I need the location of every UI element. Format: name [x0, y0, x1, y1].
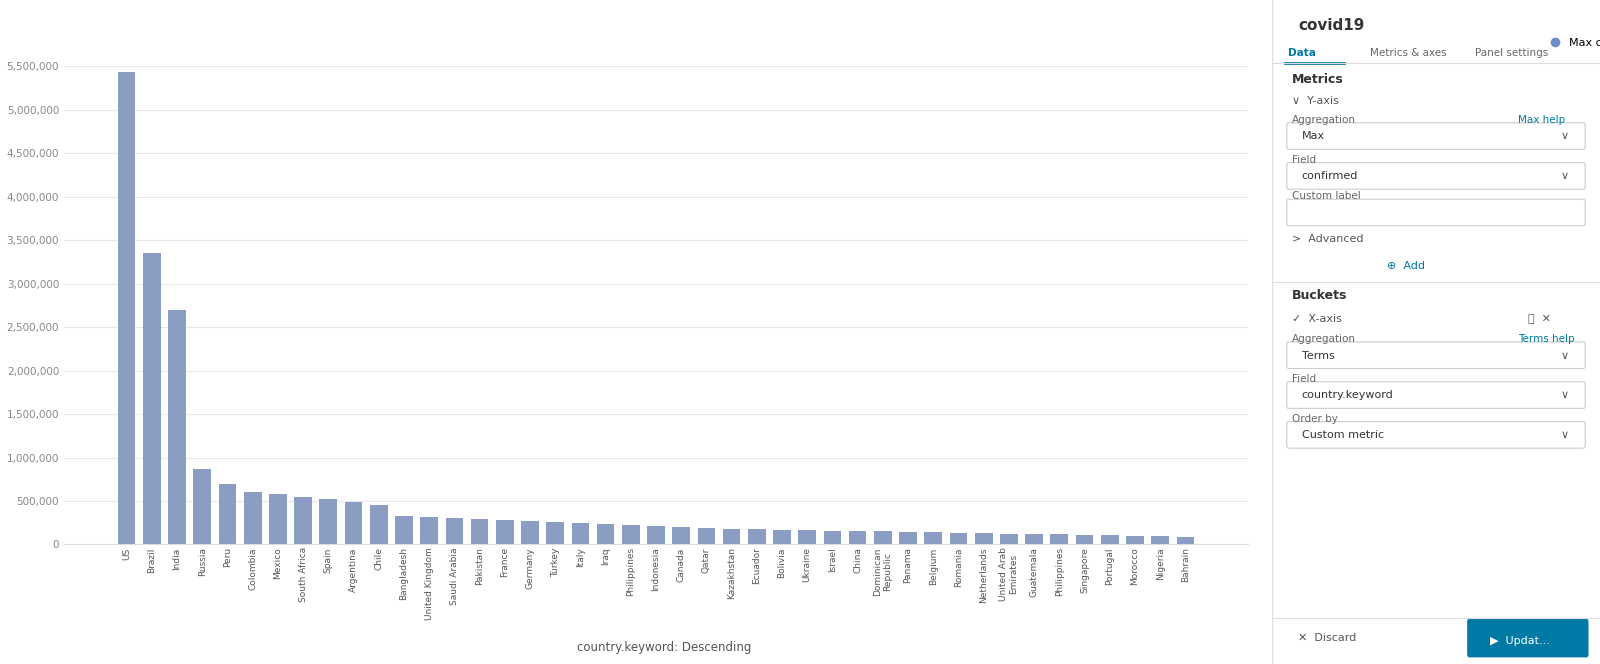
- Text: ▶  Updat...: ▶ Updat...: [1490, 636, 1550, 646]
- Text: Panel settings: Panel settings: [1475, 48, 1549, 58]
- Bar: [219, 483, 237, 544]
- Bar: [320, 499, 338, 544]
- Text: Data: Data: [1288, 48, 1317, 58]
- Bar: [194, 469, 211, 544]
- Text: Custom label: Custom label: [1291, 191, 1360, 201]
- Bar: [1000, 534, 1018, 544]
- Text: country.keyword: country.keyword: [1301, 390, 1394, 400]
- Text: Field: Field: [1291, 155, 1315, 165]
- Bar: [294, 497, 312, 544]
- Bar: [1051, 535, 1069, 544]
- Bar: [445, 517, 462, 544]
- Text: country.keyword: Descending: country.keyword: Descending: [578, 641, 750, 654]
- Bar: [243, 492, 261, 544]
- Bar: [798, 530, 816, 544]
- Text: Metrics & axes: Metrics & axes: [1370, 48, 1446, 58]
- Bar: [723, 529, 741, 544]
- Bar: [370, 505, 387, 544]
- Text: ⊕  Add: ⊕ Add: [1387, 261, 1424, 271]
- Text: ∨: ∨: [1560, 430, 1568, 440]
- Bar: [874, 531, 891, 544]
- FancyBboxPatch shape: [1286, 382, 1586, 408]
- Text: ∨: ∨: [1560, 351, 1568, 361]
- Text: Order by: Order by: [1291, 414, 1338, 424]
- Text: Custom metric: Custom metric: [1301, 430, 1384, 440]
- Bar: [496, 520, 514, 544]
- Bar: [546, 523, 563, 544]
- Text: Max: Max: [1301, 131, 1325, 141]
- Text: Metrics: Metrics: [1291, 73, 1344, 86]
- Bar: [1176, 537, 1194, 544]
- Bar: [1101, 535, 1118, 544]
- Bar: [1026, 534, 1043, 544]
- Text: 👁  ✕: 👁 ✕: [1528, 314, 1550, 324]
- Bar: [698, 528, 715, 544]
- Bar: [622, 525, 640, 544]
- Bar: [899, 532, 917, 544]
- Text: >  Advanced: > Advanced: [1291, 234, 1363, 244]
- Text: confirmed: confirmed: [1301, 171, 1358, 181]
- Bar: [395, 516, 413, 544]
- Text: Field: Field: [1291, 374, 1315, 384]
- Bar: [1152, 537, 1170, 544]
- Bar: [1075, 535, 1093, 544]
- Text: ∨: ∨: [1560, 390, 1568, 400]
- Text: ∨: ∨: [1560, 171, 1568, 181]
- Bar: [571, 523, 589, 544]
- Bar: [773, 530, 790, 544]
- FancyBboxPatch shape: [1286, 163, 1586, 189]
- Bar: [1126, 536, 1144, 544]
- Bar: [168, 310, 186, 544]
- Text: ✕  Discard: ✕ Discard: [1298, 633, 1357, 643]
- Bar: [850, 531, 867, 544]
- FancyBboxPatch shape: [1286, 199, 1586, 226]
- FancyBboxPatch shape: [1286, 422, 1586, 448]
- Text: Aggregation: Aggregation: [1291, 334, 1355, 344]
- Legend: Max confirmed: Max confirmed: [1539, 34, 1600, 52]
- Bar: [824, 531, 842, 544]
- Bar: [522, 521, 539, 544]
- Text: Aggregation: Aggregation: [1291, 115, 1355, 125]
- Bar: [470, 519, 488, 544]
- Bar: [597, 524, 614, 544]
- Text: Terms help: Terms help: [1518, 334, 1574, 344]
- Text: ✓  X-axis: ✓ X-axis: [1291, 314, 1341, 324]
- Bar: [344, 502, 362, 544]
- Bar: [974, 533, 992, 544]
- Text: Max help: Max help: [1518, 115, 1565, 125]
- Text: Buckets: Buckets: [1291, 289, 1347, 302]
- Bar: [672, 527, 690, 544]
- Bar: [269, 494, 286, 544]
- Bar: [950, 533, 968, 544]
- FancyBboxPatch shape: [1467, 619, 1589, 657]
- Text: ∨  Y-axis: ∨ Y-axis: [1291, 96, 1339, 106]
- FancyBboxPatch shape: [1286, 342, 1586, 369]
- Bar: [421, 517, 438, 544]
- Bar: [749, 529, 766, 544]
- Bar: [142, 253, 160, 544]
- Bar: [646, 526, 666, 544]
- FancyBboxPatch shape: [1286, 123, 1586, 149]
- Bar: [925, 533, 942, 544]
- Text: Terms: Terms: [1301, 351, 1334, 361]
- Bar: [118, 72, 136, 544]
- Text: covid19: covid19: [1298, 18, 1365, 33]
- Text: ∨: ∨: [1560, 131, 1568, 141]
